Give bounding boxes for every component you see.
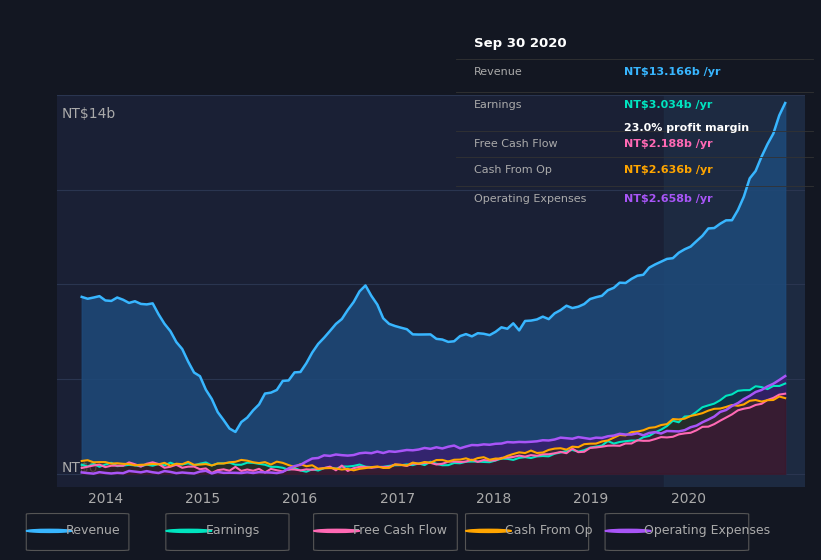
Text: 23.0% profit margin: 23.0% profit margin	[623, 123, 749, 133]
Text: Earnings: Earnings	[205, 524, 259, 538]
Circle shape	[466, 529, 511, 533]
Text: Cash From Op: Cash From Op	[474, 166, 552, 175]
Text: Sep 30 2020: Sep 30 2020	[474, 37, 566, 50]
Circle shape	[314, 529, 360, 533]
Circle shape	[166, 529, 212, 533]
Circle shape	[26, 529, 72, 533]
Text: Free Cash Flow: Free Cash Flow	[353, 524, 447, 538]
Text: Revenue: Revenue	[66, 524, 121, 538]
Text: NT$0: NT$0	[62, 461, 98, 475]
Text: NT$14b: NT$14b	[62, 107, 116, 121]
Text: Operating Expenses: Operating Expenses	[644, 524, 771, 538]
Text: NT$2.636b /yr: NT$2.636b /yr	[623, 166, 713, 175]
Text: NT$3.034b /yr: NT$3.034b /yr	[623, 100, 712, 110]
Circle shape	[605, 529, 651, 533]
Text: NT$13.166b /yr: NT$13.166b /yr	[623, 67, 720, 77]
Text: Free Cash Flow: Free Cash Flow	[474, 139, 557, 149]
Bar	[664, 95, 805, 487]
Text: Earnings: Earnings	[474, 100, 522, 110]
Text: NT$2.188b /yr: NT$2.188b /yr	[623, 139, 712, 149]
Text: Revenue: Revenue	[474, 67, 522, 77]
Text: Cash From Op: Cash From Op	[505, 524, 593, 538]
Text: NT$2.658b /yr: NT$2.658b /yr	[623, 194, 712, 204]
Text: Operating Expenses: Operating Expenses	[474, 194, 586, 204]
